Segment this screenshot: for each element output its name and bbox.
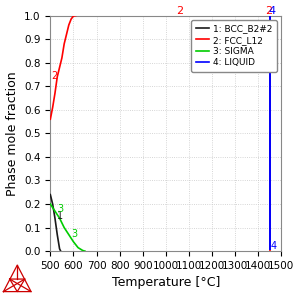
Text: 2: 2	[176, 6, 183, 16]
Text: 3: 3	[58, 204, 64, 214]
Text: 2: 2	[265, 6, 272, 16]
Text: 3: 3	[71, 229, 77, 239]
Text: 4: 4	[268, 6, 275, 16]
Text: 4: 4	[271, 241, 277, 251]
Text: 1: 1	[57, 211, 63, 221]
X-axis label: Temperature [°C]: Temperature [°C]	[112, 276, 220, 289]
Legend: 1: BCC_B2#2, 2: FCC_L12, 3: SIGMA, 4: LIQUID: 1: BCC_B2#2, 2: FCC_L12, 3: SIGMA, 4: LI…	[191, 20, 277, 72]
Y-axis label: Phase mole fraction: Phase mole fraction	[6, 71, 19, 196]
Text: 2: 2	[51, 71, 58, 81]
